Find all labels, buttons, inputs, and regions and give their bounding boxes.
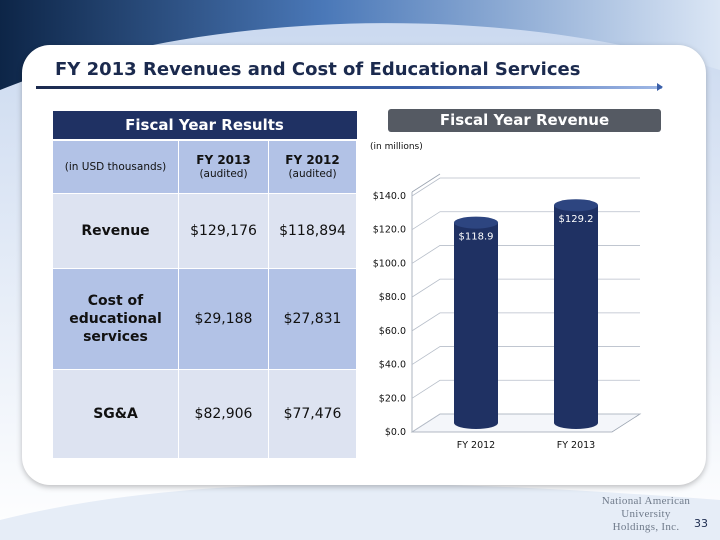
table-header-row: (in USD thousands) FY 2013 (audited) FY … bbox=[52, 139, 358, 194]
column-year: FY 2012 bbox=[285, 153, 340, 167]
table-row: Revenue $129,176 $118,894 bbox=[52, 193, 358, 269]
column-year: FY 2013 bbox=[196, 153, 251, 167]
row-label: Revenue bbox=[52, 193, 179, 269]
y-tick-label: $20.0 bbox=[379, 393, 406, 404]
table-cell: $29,188 bbox=[178, 268, 269, 370]
bar bbox=[454, 216, 498, 429]
y-tick-label: $40.0 bbox=[379, 360, 406, 371]
y-tick-label: $80.0 bbox=[379, 292, 406, 303]
row-label-line: educational bbox=[69, 311, 162, 327]
column-header: FY 2012 (audited) bbox=[267, 139, 358, 194]
chart-unit-note: (in millions) bbox=[370, 142, 423, 152]
gridline bbox=[411, 278, 640, 298]
revenue-bar-chart: $0.0 $20.0 $40.0 $60.0 $80.0 $100.0 $120.0 $140… bbox=[373, 173, 642, 451]
row-label-line: Cost of bbox=[87, 293, 144, 309]
title-underline bbox=[36, 86, 662, 89]
data-label: $129.2 bbox=[559, 214, 594, 225]
gridline bbox=[411, 211, 640, 231]
gridline bbox=[411, 312, 640, 332]
y-tick-label: $140.0 bbox=[373, 191, 406, 202]
bar-body bbox=[454, 222, 498, 429]
gridline bbox=[411, 177, 640, 197]
y-tick-label: $120.0 bbox=[373, 225, 406, 236]
column-note: (audited) bbox=[199, 168, 248, 180]
row-label-line: Revenue bbox=[81, 223, 150, 239]
logo-line-1: National American University bbox=[601, 495, 691, 520]
gridline bbox=[411, 379, 640, 399]
y-tick-label: $0.0 bbox=[385, 427, 406, 438]
x-tick-label: FY 2012 bbox=[457, 440, 495, 451]
row-label-line: services bbox=[83, 329, 148, 345]
company-logo: National American University Holdings, I… bbox=[585, 495, 707, 534]
bar bbox=[554, 199, 598, 429]
y-tick-label: $60.0 bbox=[379, 326, 406, 337]
page-number: 33 bbox=[694, 517, 708, 530]
row-label: Cost of educational services bbox=[52, 268, 179, 370]
table-caption: Fiscal Year Results bbox=[52, 111, 357, 141]
bar-top bbox=[454, 216, 498, 229]
chart-floor bbox=[410, 413, 642, 433]
table-row: SG&A $82,906 $77,476 bbox=[52, 369, 358, 459]
table-row: Cost of educational services $29,188 $27… bbox=[52, 268, 358, 370]
table-cell: $129,176 bbox=[178, 193, 269, 269]
y-tick-label: $100.0 bbox=[373, 258, 406, 269]
column-header: FY 2013 (audited) bbox=[178, 139, 269, 194]
x-tick-label: FY 2013 bbox=[557, 440, 595, 451]
title-arrow-icon bbox=[657, 83, 663, 91]
column-note: (audited) bbox=[288, 168, 337, 180]
fiscal-year-results-table: Fiscal Year Results (in USD thousands) F… bbox=[52, 111, 358, 459]
logo-line-2: Holdings, Inc. bbox=[612, 521, 680, 533]
unit-label: (in USD thousands) bbox=[52, 139, 179, 194]
page-title: FY 2013 Revenues and Cost of Educational… bbox=[55, 59, 581, 80]
chart-header: Fiscal Year Revenue bbox=[388, 109, 661, 132]
gridline bbox=[411, 346, 640, 365]
chart-top-wall bbox=[411, 173, 441, 193]
data-label: $118.9 bbox=[459, 232, 494, 243]
gridline bbox=[411, 245, 640, 264]
row-label: SG&A bbox=[52, 369, 179, 459]
bar-top bbox=[554, 199, 598, 212]
bar-body bbox=[554, 205, 598, 429]
table-cell: $82,906 bbox=[178, 369, 269, 459]
table-cell: $77,476 bbox=[267, 369, 358, 459]
table-cell: $118,894 bbox=[267, 193, 358, 269]
table-cell: $27,831 bbox=[267, 268, 358, 370]
row-label-line: SG&A bbox=[93, 406, 138, 422]
